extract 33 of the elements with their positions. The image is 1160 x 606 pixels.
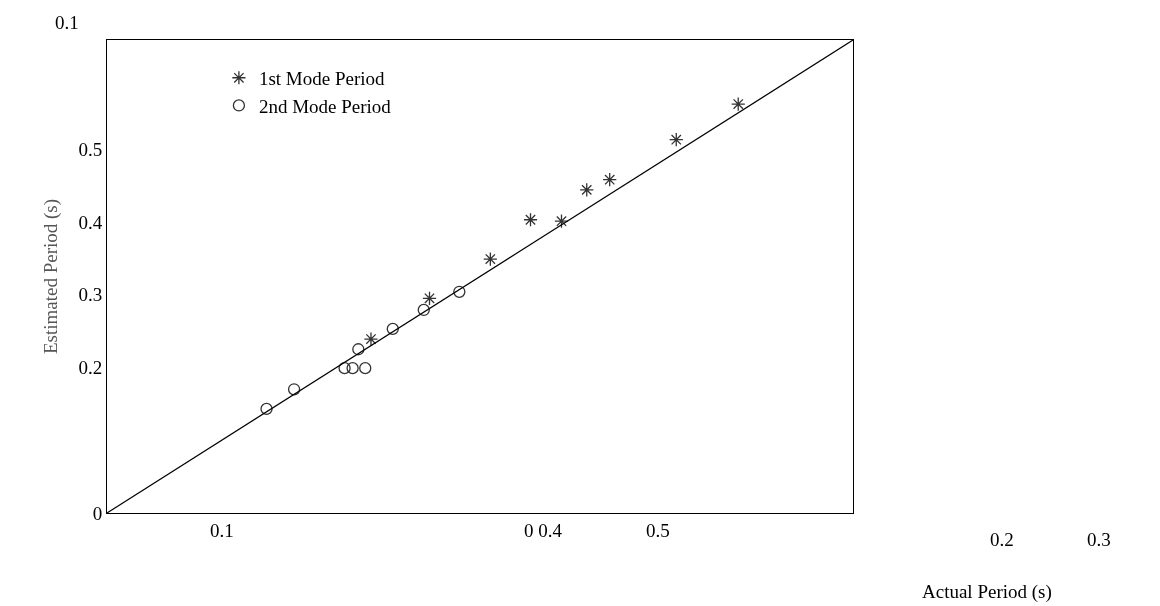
- y-axis-title: Estimated Period (s): [40, 198, 63, 355]
- x-tick-label: 0 0.4: [524, 519, 563, 541]
- text: 0.2: [990, 529, 1014, 550]
- point: [602, 172, 617, 187]
- y-tick-label: 0.5: [78, 138, 103, 160]
- point: [417, 303, 430, 317]
- y-tick-label: 0: [92, 502, 103, 524]
- legend-label: 2nd Mode Period: [258, 95, 392, 117]
- point: [579, 182, 594, 198]
- legend-label: 1st Mode Period: [258, 68, 386, 90]
- x-tick-label: 0.1: [209, 519, 234, 541]
- y-tick-label: 0.4: [78, 211, 103, 233]
- point: [422, 291, 437, 306]
- point: [483, 251, 498, 267]
- point: [363, 331, 379, 347]
- point: [554, 213, 569, 229]
- point: [386, 322, 399, 336]
- point: [338, 362, 351, 375]
- point: [730, 96, 746, 112]
- text: 0.1: [55, 12, 79, 33]
- y-tick-label: 0.2: [78, 357, 103, 379]
- point: [352, 343, 365, 356]
- point: [669, 132, 684, 147]
- x-tick-label: 0.5: [646, 519, 670, 541]
- y-tick-label: 0.3: [78, 284, 103, 306]
- point: [346, 362, 359, 375]
- x-axis-title: Actual Period (s): [922, 581, 1052, 603]
- text: 0.3: [1087, 529, 1111, 550]
- point: [287, 383, 301, 396]
- point: [523, 212, 538, 227]
- point: [260, 402, 273, 416]
- point: [359, 362, 372, 375]
- point: [453, 285, 466, 298]
